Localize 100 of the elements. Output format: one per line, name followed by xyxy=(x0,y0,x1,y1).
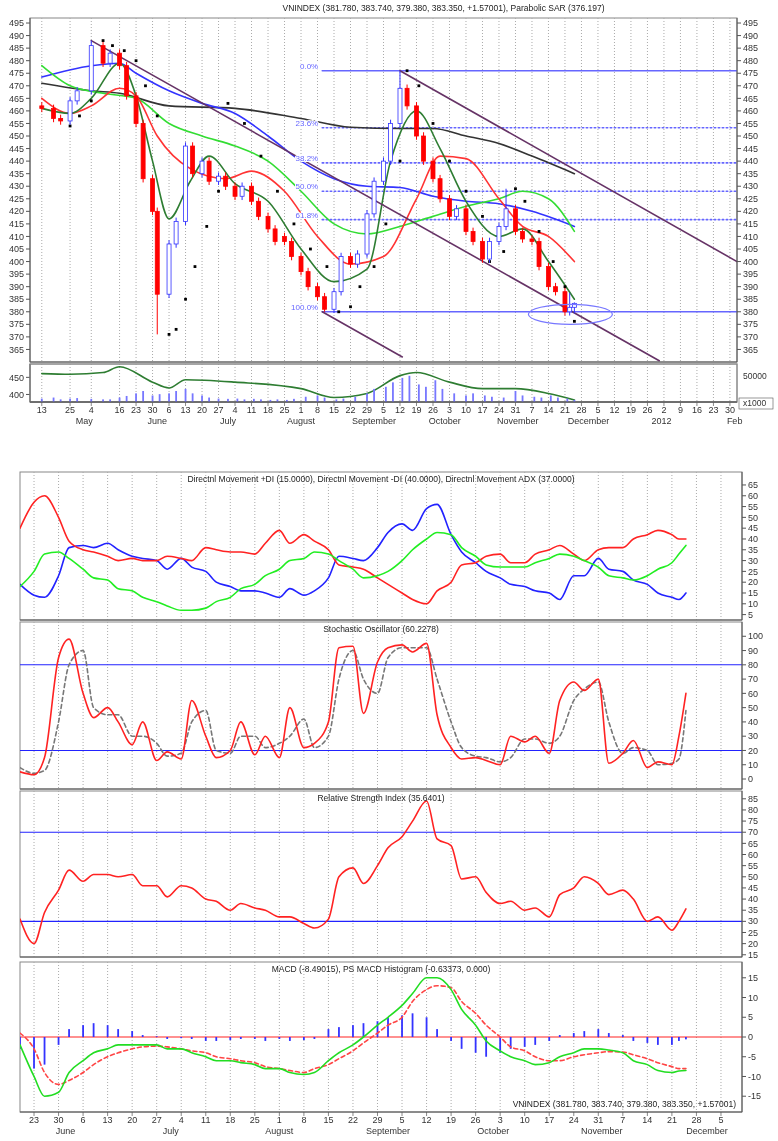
x2-tick-label: June xyxy=(55,1126,76,1136)
y-tick-label: -15 xyxy=(748,1091,762,1102)
point xyxy=(144,84,147,88)
y-tick-label: 385 xyxy=(8,294,24,305)
x-tick-label: 19 xyxy=(411,405,422,415)
x-tick-label: 30 xyxy=(147,405,158,415)
point xyxy=(481,214,484,218)
x-tick-label: 24 xyxy=(493,405,504,415)
x2-tick-label: September xyxy=(352,416,397,426)
point xyxy=(217,189,220,193)
candlestick xyxy=(546,262,551,291)
candlestick xyxy=(480,237,485,264)
y-tick-label: 45 xyxy=(748,523,759,534)
x-tick-label: 3 xyxy=(497,1115,503,1125)
x2-tick-label: October xyxy=(428,416,461,426)
y-tick-label: 10 xyxy=(748,992,759,1003)
x-tick-label: 15 xyxy=(323,1115,334,1125)
y-tick-label: 20 xyxy=(748,745,759,756)
x-tick-label: 13 xyxy=(36,405,47,415)
candlestick xyxy=(206,156,212,186)
x-tick-label: 28 xyxy=(576,405,587,415)
y-tick-label: 25 xyxy=(748,566,759,577)
x-tick-label: 8 xyxy=(301,1115,307,1125)
y-tick-label: 435 xyxy=(8,168,24,179)
x-tick-label: 4 xyxy=(232,405,238,415)
x-tick-label: 25 xyxy=(249,1115,260,1125)
chart-title: Directnl Movement +DI (15.0000), Directnl Movement -DI (40.0000), Directnl Movement ADX (37.0000) xyxy=(187,474,575,484)
y-tick-label: 50 xyxy=(748,512,759,523)
x-tick-label: 15 xyxy=(329,405,340,415)
x-tick-label: 2 xyxy=(661,405,667,415)
y-tick-label: 60 xyxy=(748,688,759,699)
y-tick-label: 430 xyxy=(8,181,24,192)
x-tick-label: 23 xyxy=(29,1115,40,1125)
y-tick-label: 0 xyxy=(748,774,754,785)
annotation: 50.0% xyxy=(295,182,319,192)
y-tick-label: 5 xyxy=(748,1012,754,1023)
y-tick-label: 380 xyxy=(8,306,24,317)
x-tick-label: 13 xyxy=(180,405,191,415)
text: 50000 xyxy=(743,371,767,382)
line-series xyxy=(20,984,687,1086)
x-tick-label: 11 xyxy=(246,405,257,415)
x-tick-label: 14 xyxy=(543,405,554,415)
point xyxy=(337,310,341,314)
candlestick xyxy=(249,181,254,206)
x2-tick-label: November xyxy=(581,1126,623,1136)
y-tick-label: 25 xyxy=(748,927,759,938)
x2-tick-label: 2012 xyxy=(651,416,672,426)
candlestick xyxy=(256,197,261,221)
x-tick-label: 16 xyxy=(691,405,702,415)
x-tick-label: 25 xyxy=(279,405,290,415)
x-tick-label: 17 xyxy=(477,405,488,415)
y-tick-label: 0 xyxy=(748,1032,754,1043)
x-tick-label: 24 xyxy=(568,1115,579,1125)
x2-tick-label: Feb xyxy=(726,416,743,426)
y-tick-label: 415 xyxy=(8,219,24,230)
y-tick-label: 80 xyxy=(748,805,759,816)
y-tick-label: 30 xyxy=(748,555,759,566)
y-tick-label: 65 xyxy=(748,480,759,491)
y-tick-label: 85 xyxy=(748,793,759,804)
x-tick-label: 16 xyxy=(114,405,125,415)
point xyxy=(502,250,506,253)
candlestick xyxy=(404,84,410,111)
x-tick-label: 10 xyxy=(460,405,471,415)
line-series xyxy=(40,365,576,401)
chart-title: MACD (-8.49015), PS MACD Histogram (-0.63373, 0.000) xyxy=(271,964,491,974)
x-tick-label: 22 xyxy=(345,405,356,415)
y-tick-label: 400 xyxy=(8,256,24,267)
y-tick-label: 370 xyxy=(8,332,24,343)
y-tick-label: 400 xyxy=(8,389,24,400)
y-tick-label: 20 xyxy=(748,577,759,588)
x2-tick-label: December xyxy=(686,1126,728,1136)
line-series xyxy=(40,87,576,265)
x-tick-label: 12 xyxy=(394,405,405,415)
x2-tick-label: December xyxy=(567,416,610,426)
x-tick-label: 3 xyxy=(446,405,452,415)
x-tick-label: 12 xyxy=(609,405,620,415)
y-tick-label: 485 xyxy=(8,43,24,54)
x-tick-label: 1 xyxy=(276,1115,282,1125)
y-tick-label: 50 xyxy=(748,702,759,713)
point xyxy=(572,319,576,323)
x-tick-label: 22 xyxy=(347,1115,358,1125)
y-tick-label: 470 xyxy=(8,80,24,91)
x-tick-label: 25 xyxy=(65,405,76,415)
y-tick-label: 15 xyxy=(748,588,759,599)
x-tick-label: 1 xyxy=(298,405,304,415)
y-tick-label: 375 xyxy=(8,319,24,330)
y-tick-label: 75 xyxy=(748,816,759,827)
y-tick-label: 55 xyxy=(748,860,759,871)
x-tick-label: 19 xyxy=(446,1115,457,1125)
point xyxy=(349,305,352,309)
x-tick-label: 26 xyxy=(642,405,653,415)
x2-tick-label: May xyxy=(75,416,94,426)
y-tick-label: 50 xyxy=(748,871,759,882)
y-tick-label: 40 xyxy=(748,534,759,545)
y-tick-label: 80 xyxy=(748,659,759,670)
y-tick-label: 15 xyxy=(748,972,759,983)
point xyxy=(514,187,517,191)
text: x1000 xyxy=(743,398,767,408)
x-tick-label: 6 xyxy=(80,1115,86,1125)
x2-tick-label: July xyxy=(219,416,237,426)
